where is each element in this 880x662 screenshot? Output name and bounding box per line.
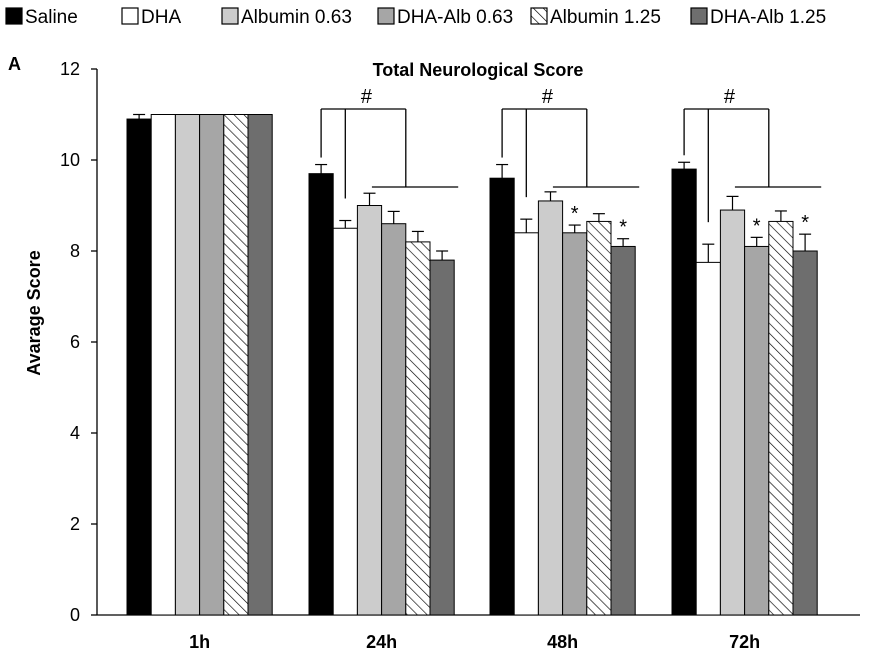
significance-star: * [753,215,761,237]
y-tick-label: 6 [70,332,80,352]
legend-label-dha: DHA [141,7,181,28]
legend-swatch-dha [121,7,139,25]
legend-swatch-dha-alb-0-63 [377,7,395,25]
bar-saline-72h [671,168,697,616]
significance-star: * [801,212,809,234]
y-axis-label: Avarage Score [24,250,44,375]
legend-label-dha-alb-1-25: DHA-Alb 1.25 [710,7,826,28]
bar-dha-alb-0-63-24h [381,223,407,616]
legend-swatch-albumin-0-63 [221,7,239,25]
x-tick-label-72h: 72h [729,632,760,652]
bar-dha-alb-1-25-72h [792,250,818,616]
error-bars [133,113,812,263]
legend-label-albumin-1-25: Albumin 1.25 [550,7,661,28]
y-tick-label: 10 [60,150,80,170]
significance-star: * [571,203,579,225]
bar-dha-alb-1-25-48h [610,245,636,616]
chart-title: Total Neurological Score [373,60,584,80]
legend-swatch-albumin-1-25 [530,7,548,25]
x-tick-label-1h: 1h [189,632,210,652]
y-tick-label: 8 [70,241,80,261]
bar-albumin-0-63-72h [719,209,746,616]
y-tick-label: 12 [60,59,80,79]
y-tick-label: 4 [70,423,80,443]
legend-label-albumin-0-63: Albumin 0.63 [241,7,352,28]
bar-dha-alb-0-63-1h [199,114,225,616]
bars [126,114,818,616]
legend-swatch-saline [5,7,23,25]
legend: Saline DHA Albumin 0.63 DHA-Alb 0.63 Albumin… [5,7,826,28]
bar-dha-alb-1-25-24h [429,259,455,616]
bar-albumin-1-25-1h [223,114,249,616]
legend-label-saline: Saline [25,7,78,28]
bar-dha-48h [513,232,539,616]
x-tick-labels: 1h 24h 48h 72h [189,632,760,652]
y-tick-label: 2 [70,514,80,534]
bar-dha-alb-0-63-48h [562,232,588,616]
significance-hash-48h: # [542,86,554,108]
significance-star: * [619,217,627,239]
bar-dha-72h [695,261,721,616]
bar-albumin-1-25-72h [768,220,794,616]
bar-dha-1h [150,114,176,616]
significance-annotations: # # # * * * * [320,86,822,239]
panel-label: A [8,54,21,74]
bar-dha-alb-0-63-72h [744,245,770,616]
legend-swatch-dha-alb-1-25 [690,7,708,25]
x-tick-label-24h: 24h [366,632,397,652]
bar-albumin-1-25-24h [405,241,431,616]
bar-dha-alb-1-25-1h [247,114,273,616]
bar-albumin-1-25-48h [586,220,612,616]
legend-label-dha-alb-0-63: DHA-Alb 0.63 [397,7,513,28]
significance-hash-24h: # [361,86,373,108]
bar-saline-1h [126,118,152,616]
x-tick-label-48h: 48h [547,632,578,652]
bar-albumin-0-63-1h [174,114,201,616]
bar-saline-48h [489,177,515,616]
bar-albumin-0-63-48h [537,200,564,616]
bar-saline-24h [308,173,334,616]
significance-hash-72h: # [724,86,736,108]
bar-albumin-0-63-24h [356,205,383,616]
bar-dha-24h [332,227,358,616]
y-tick-label: 0 [70,605,80,625]
